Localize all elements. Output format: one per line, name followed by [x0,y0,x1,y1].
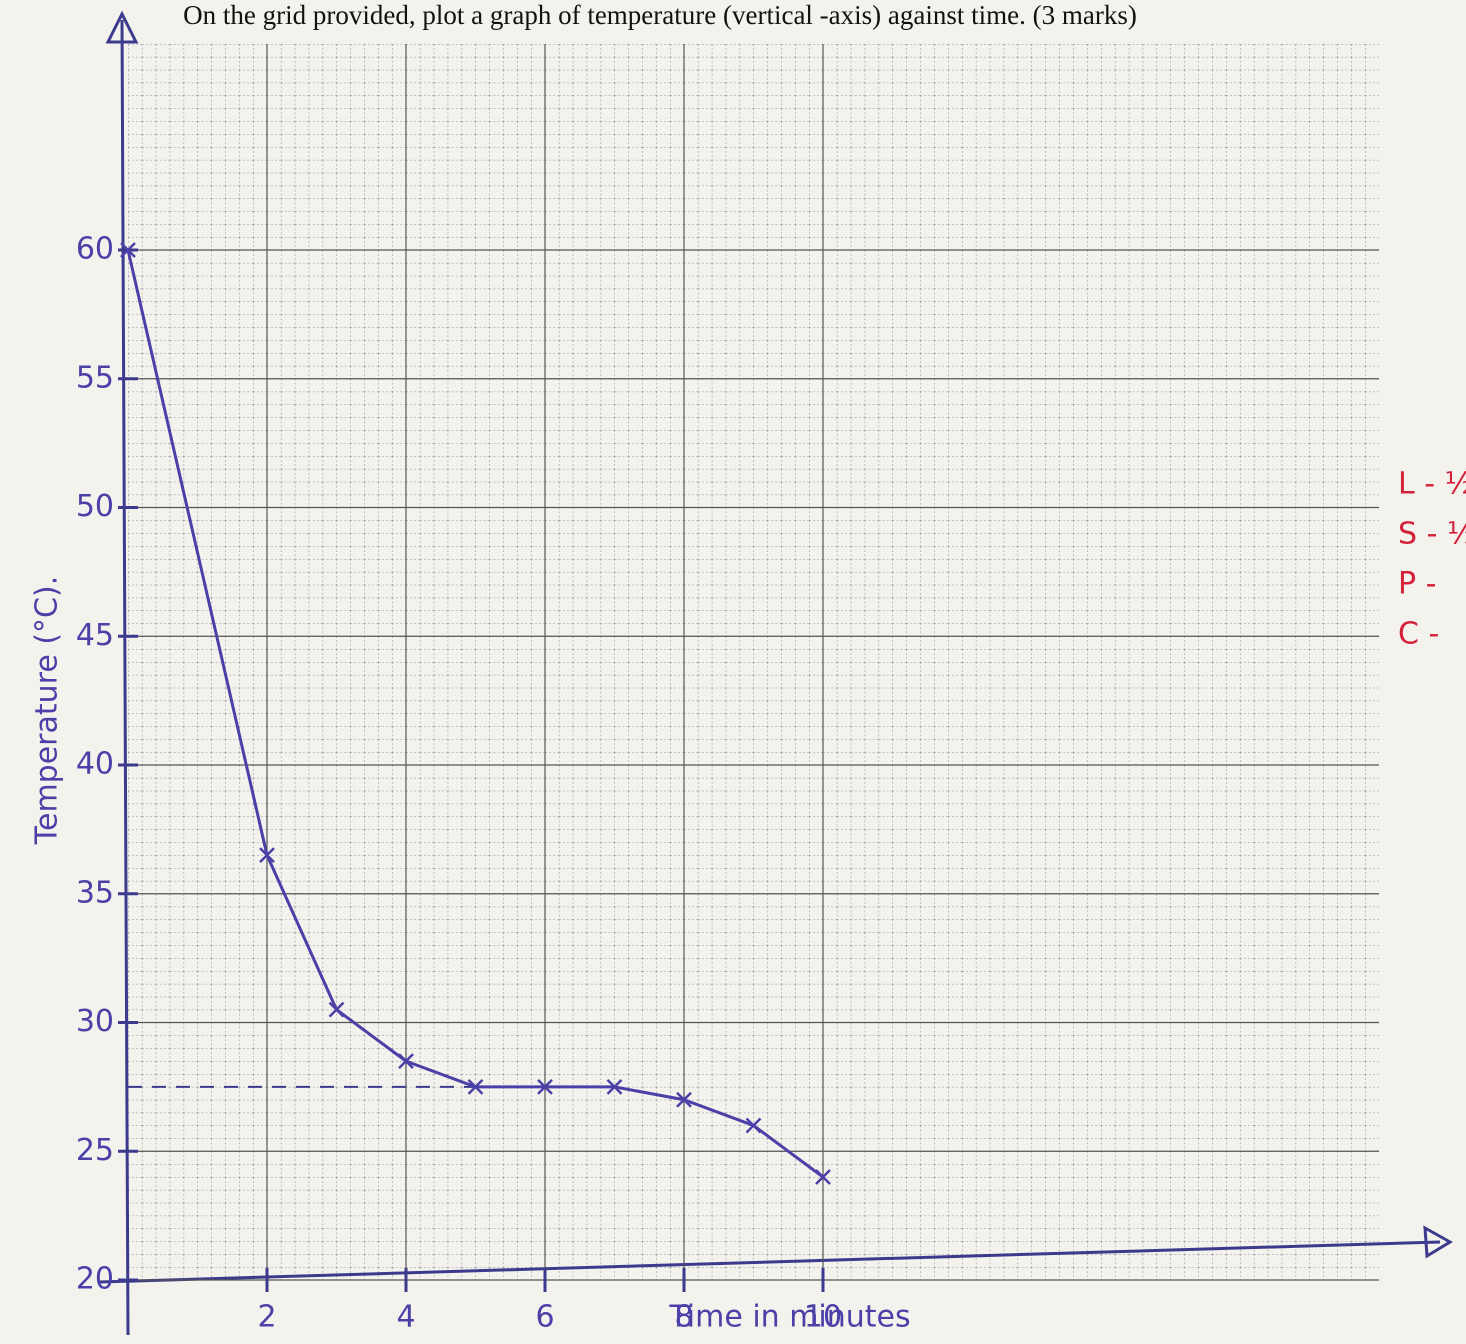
y-tick-label: 20 [76,1262,114,1297]
y-tick-label: 35 [76,875,114,910]
chart-title: On the grid provided, plot a graph of te… [183,0,1137,30]
y-tick-label: 55 [76,360,114,395]
x-tick-label: 4 [396,1300,415,1335]
margin-note: C - [1398,617,1439,652]
x-tick-label: 8 [674,1300,693,1335]
margin-note: S - ½ [1398,517,1466,552]
margin-note: L - ½ [1398,467,1466,502]
y-axis [122,20,128,1335]
x-tick-label: 10 [804,1300,842,1335]
y-tick-label: 40 [76,747,114,782]
margin-note: P - [1398,567,1436,602]
y-tick-label: 25 [76,1133,114,1168]
y-tick-label: 60 [76,232,114,267]
x-tick-label: 6 [535,1300,554,1335]
graph-paper [128,44,1379,1280]
y-tick-label: 50 [76,489,114,524]
x-axis-label: Time in minutes [668,1300,910,1335]
x-tick-label: 2 [257,1300,276,1335]
y-axis-label: Temperature (°C). [30,576,65,845]
chart: On the grid provided, plot a graph of te… [0,0,1466,1344]
y-tick-label: 30 [76,1004,114,1039]
y-tick-label: 45 [76,618,114,653]
